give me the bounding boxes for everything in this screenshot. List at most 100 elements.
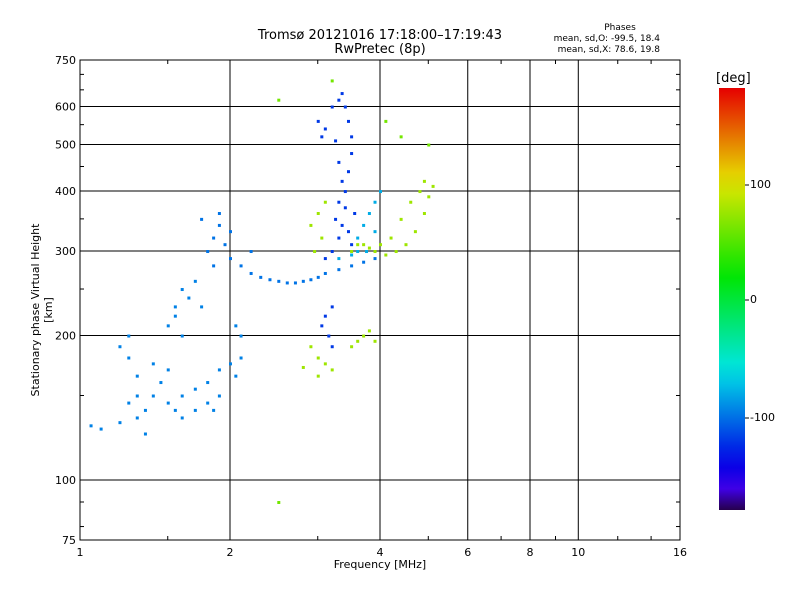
x-tick-label: 16 <box>673 546 687 559</box>
data-point <box>346 230 350 234</box>
data-point <box>206 381 210 385</box>
data-point <box>239 356 243 360</box>
data-point <box>427 143 431 147</box>
data-point <box>323 271 327 275</box>
data-point <box>356 243 360 247</box>
data-point <box>316 119 320 123</box>
stats-o-mode: mean, sd,O: -99.5, 18.4 <box>553 34 660 44</box>
data-point <box>431 184 435 188</box>
data-point <box>373 257 377 261</box>
data-point <box>409 200 413 204</box>
data-point <box>99 427 103 431</box>
data-point <box>217 212 221 216</box>
data-point <box>365 250 369 254</box>
data-point <box>239 264 243 268</box>
data-point <box>330 368 334 372</box>
data-point <box>166 401 170 405</box>
data-point <box>340 179 344 183</box>
data-point <box>180 334 184 338</box>
x-tick-label: 6 <box>464 546 471 559</box>
data-point <box>346 119 350 123</box>
data-point <box>418 190 422 194</box>
data-point <box>323 200 327 204</box>
data-point <box>350 345 354 349</box>
chart-title: Tromsø 20121016 17:18:00–17:19:43 <box>257 28 503 43</box>
data-point <box>427 195 431 199</box>
data-point <box>277 500 281 504</box>
data-point <box>249 250 253 254</box>
data-point <box>316 374 320 378</box>
data-point <box>127 401 131 405</box>
data-point <box>173 314 177 318</box>
data-point <box>173 305 177 309</box>
x-tick-label: 10 <box>571 546 585 559</box>
data-point <box>399 135 403 139</box>
data-point <box>206 250 210 254</box>
data-point <box>151 394 155 398</box>
data-point <box>343 105 347 109</box>
data-point <box>309 278 313 282</box>
data-point <box>394 250 398 254</box>
data-point <box>379 190 382 194</box>
data-point <box>127 334 131 338</box>
data-point <box>337 236 341 240</box>
data-point <box>362 243 366 247</box>
data-point <box>89 424 93 428</box>
data-point <box>217 394 221 398</box>
data-point <box>330 250 334 254</box>
data-point <box>350 152 354 156</box>
data-point <box>320 324 324 328</box>
colorbar-unit: [deg] <box>716 71 751 86</box>
x-tick-label: 1 <box>77 546 84 559</box>
y-tick-label: 75 <box>62 534 76 547</box>
data-point <box>323 257 327 261</box>
data-point <box>330 79 334 83</box>
data-point <box>159 381 163 385</box>
data-point <box>362 260 366 264</box>
data-point <box>229 230 232 234</box>
data-point <box>334 217 338 221</box>
data-point <box>316 356 320 360</box>
data-point <box>337 257 341 261</box>
data-point <box>166 324 170 328</box>
data-point <box>293 281 297 285</box>
data-point <box>362 223 366 227</box>
data-point <box>340 223 344 227</box>
data-point <box>337 200 341 204</box>
data-point <box>384 253 388 257</box>
y-tick-label: 300 <box>55 245 76 258</box>
data-point <box>353 212 357 216</box>
data-point <box>193 408 197 412</box>
data-point <box>323 314 327 318</box>
data-point <box>313 250 317 254</box>
data-point <box>135 374 139 378</box>
data-point <box>337 160 341 164</box>
y-tick-label: 500 <box>55 139 76 152</box>
data-point <box>337 268 341 272</box>
data-point <box>422 179 426 183</box>
data-point <box>200 217 204 221</box>
data-point <box>309 345 313 349</box>
chart-subtitle: RwPretec (8p) <box>334 42 426 57</box>
data-point <box>323 127 327 131</box>
data-point <box>422 212 426 216</box>
data-point <box>229 257 232 261</box>
data-point <box>223 243 227 247</box>
data-point <box>356 250 360 254</box>
data-point <box>334 139 338 143</box>
data-point <box>118 345 122 349</box>
data-point <box>330 345 334 349</box>
data-point <box>350 264 354 268</box>
data-point <box>373 230 377 234</box>
data-point <box>180 416 184 420</box>
x-tick-label: 8 <box>527 546 534 559</box>
x-tick-label: 2 <box>227 546 234 559</box>
data-point <box>404 243 408 247</box>
data-point <box>249 271 253 275</box>
data-point <box>356 236 360 240</box>
x-axis-label: Frequency [MHz] <box>333 558 427 571</box>
data-point <box>367 212 371 216</box>
data-point <box>217 368 221 372</box>
data-point <box>187 296 191 300</box>
